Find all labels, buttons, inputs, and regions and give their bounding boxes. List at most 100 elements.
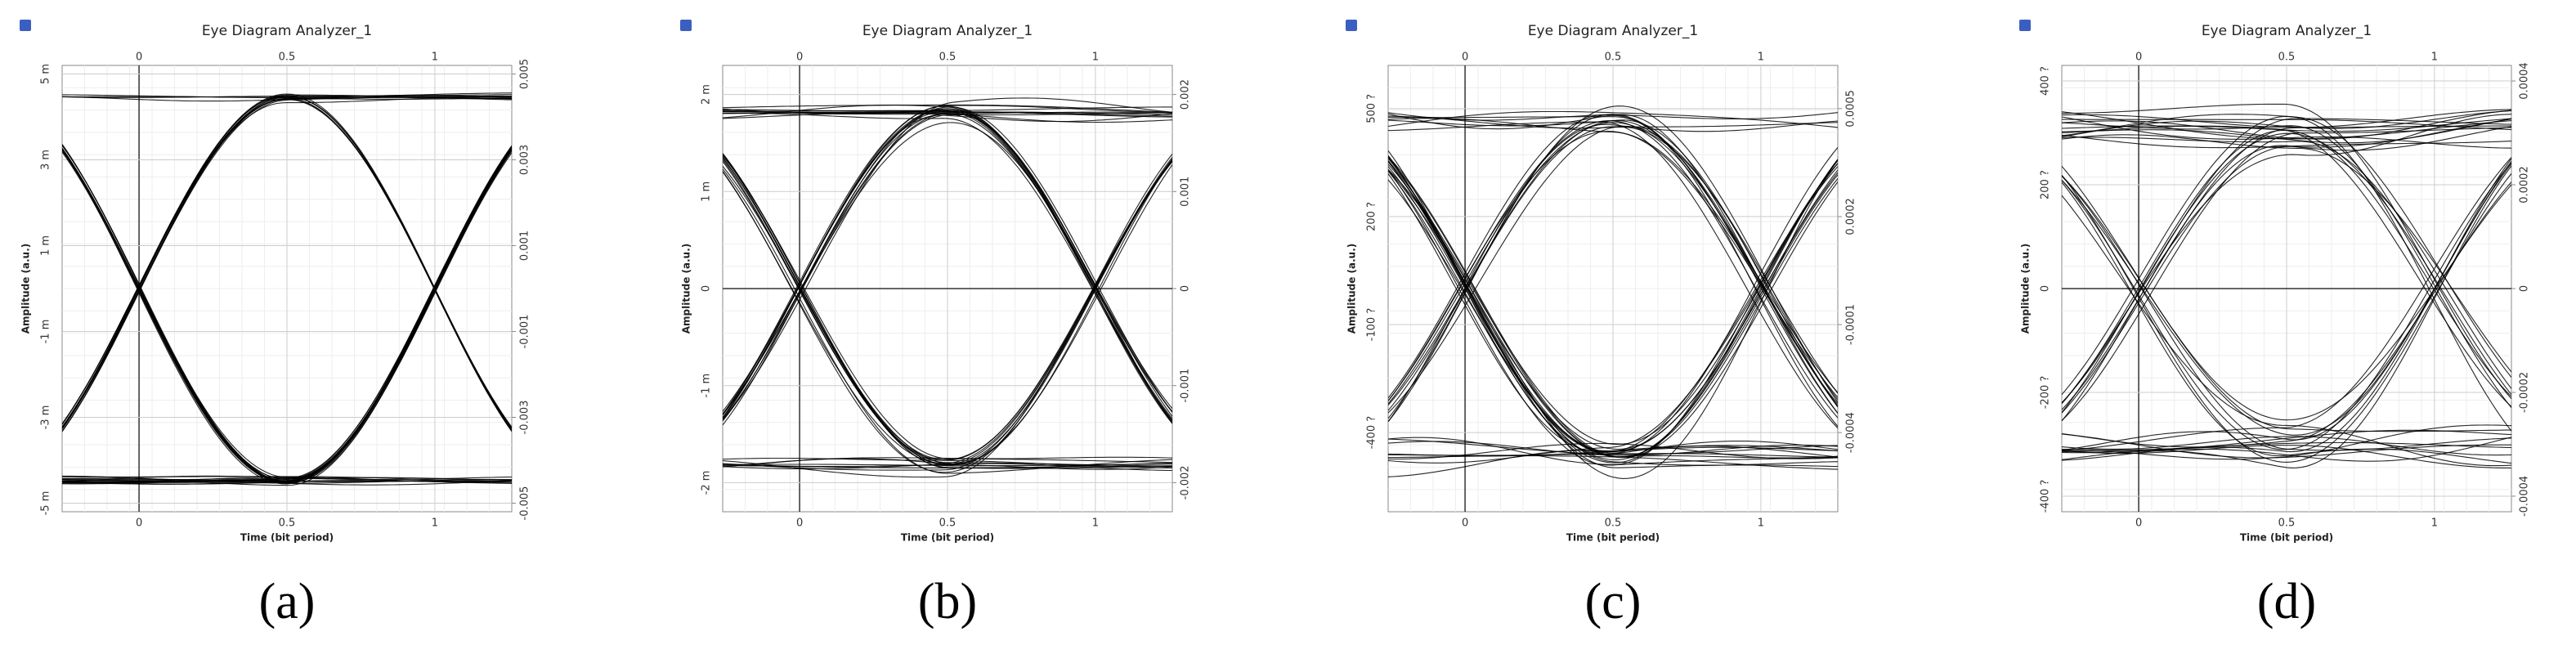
trace xyxy=(2062,118,2511,144)
trace xyxy=(2062,110,2511,137)
trace xyxy=(1388,159,1838,446)
x-axis-label: Time (bit period) xyxy=(901,532,994,544)
y2-tick-label: -0.002 xyxy=(1180,465,1192,499)
y-tick-label: 1 m xyxy=(40,235,52,256)
trace xyxy=(2062,137,2511,389)
y-tick-label: -400 ? xyxy=(2040,480,2052,513)
x-tick-label: 0.5 xyxy=(939,52,956,64)
y-tick-label: 5 m xyxy=(40,64,52,84)
trace xyxy=(2062,125,2511,407)
trace xyxy=(2062,433,2511,459)
y-tick-label: -2 m xyxy=(701,471,713,495)
trace xyxy=(723,104,1172,114)
trace xyxy=(62,97,512,432)
panel: Eye Diagram Analyzer_1 0 0 0.5 0.5 1 1 400 ? 200… xyxy=(2019,20,2531,629)
x-axis-label: Time (bit period) xyxy=(1566,532,1660,544)
y-tick-label: 200 ? xyxy=(1366,202,1378,231)
y2-tick-label: 0.002 xyxy=(1180,79,1192,110)
trace xyxy=(2062,119,2511,131)
y-tick-label: 1 m xyxy=(701,181,713,202)
y2-tick-label: -0.001 xyxy=(1180,369,1192,403)
x-tick-label: 1 xyxy=(2431,517,2438,530)
y2-tick-label: 0.0002 xyxy=(2519,166,2531,204)
trace xyxy=(723,159,1172,471)
x-tick-label: 0 xyxy=(1462,517,1468,530)
y-tick-label: 500 ? xyxy=(1366,94,1378,123)
x-tick-label: 1 xyxy=(432,517,438,530)
trace xyxy=(723,97,1172,420)
y2-tick-label: -0.0002 xyxy=(2519,372,2531,413)
y2-tick-label: 0 xyxy=(1180,285,1192,292)
y2-tick-label: -0.005 xyxy=(519,486,531,521)
trace xyxy=(1388,161,1838,466)
trace xyxy=(1388,161,1838,461)
x-tick-label: 0.5 xyxy=(2278,52,2296,64)
trace xyxy=(2062,127,2511,421)
trace xyxy=(723,464,1172,468)
x-tick-label: 1 xyxy=(2431,52,2438,64)
trace xyxy=(1388,438,1838,455)
y2-tick-label: 0 xyxy=(2519,285,2531,292)
trace xyxy=(723,111,1172,115)
trace xyxy=(2062,111,2511,140)
trace xyxy=(723,456,1172,468)
panel: Eye Diagram Analyzer_1 0 0 0.5 0.5 1 1 500 ? 200… xyxy=(1346,20,1857,629)
app-icon xyxy=(2019,20,2031,31)
trace xyxy=(1388,122,1838,411)
y-tick-label: 2 m xyxy=(701,84,713,105)
trace xyxy=(723,105,1172,410)
trace xyxy=(62,98,512,432)
y2-tick-label: -0.0004 xyxy=(1845,412,1857,453)
panel-label: (b) xyxy=(918,574,977,629)
trace xyxy=(62,94,512,99)
y-tick-label: -200 ? xyxy=(2040,376,2052,410)
app-icon xyxy=(1346,20,1357,31)
panel-label: (c) xyxy=(1585,574,1642,629)
trace xyxy=(723,112,1172,423)
y-tick-label: 400 ? xyxy=(2040,66,2052,96)
trace xyxy=(1388,125,1838,414)
trace xyxy=(1388,166,1838,453)
panel-label: (d) xyxy=(2257,574,2316,629)
trace xyxy=(62,476,512,483)
trace xyxy=(1388,105,1838,419)
trace xyxy=(1388,156,1838,458)
x-tick-label: 1 xyxy=(1758,52,1764,64)
trace xyxy=(2062,165,2511,468)
y2-tick-label: 0.0004 xyxy=(2519,62,2531,100)
trace xyxy=(2062,116,2511,149)
x-tick-label: 0.5 xyxy=(1605,52,1622,64)
trace xyxy=(1388,121,1838,429)
trace xyxy=(1388,442,1838,460)
trace xyxy=(2062,437,2511,462)
x-tick-label: 0.5 xyxy=(939,517,956,530)
x-tick-label: 0 xyxy=(136,52,142,64)
trace xyxy=(723,158,1172,469)
y-tick-label: -5 m xyxy=(40,491,52,516)
trace xyxy=(2062,181,2511,464)
trace xyxy=(1388,159,1838,464)
trace xyxy=(2062,103,2511,400)
trace xyxy=(62,149,512,482)
y-axis-label: Amplitude (a.u.) xyxy=(2020,244,2032,334)
app-icon xyxy=(20,20,31,31)
trace xyxy=(2062,134,2511,149)
y-tick-label: 0 xyxy=(2040,285,2052,292)
app-icon xyxy=(680,20,692,31)
y2-tick-label: -0.003 xyxy=(519,401,531,435)
trace xyxy=(62,150,512,483)
y2-tick-label: -0.001 xyxy=(519,315,531,349)
y-tick-label: 200 ? xyxy=(2040,170,2052,199)
x-tick-label: 1 xyxy=(1092,52,1099,64)
y2-tick-label: -0.0001 xyxy=(1845,304,1857,345)
y-tick-label: -1 m xyxy=(701,374,713,398)
y-tick-label: 0 xyxy=(701,285,713,292)
trace xyxy=(723,112,1172,421)
x-tick-label: 0 xyxy=(796,517,803,530)
trace xyxy=(2062,157,2511,451)
y-axis-label: Amplitude (a.u.) xyxy=(20,244,32,334)
x-tick-label: 1 xyxy=(432,52,438,64)
trace xyxy=(1388,110,1838,128)
chart-title: Eye Diagram Analyzer_1 xyxy=(1528,23,1698,39)
